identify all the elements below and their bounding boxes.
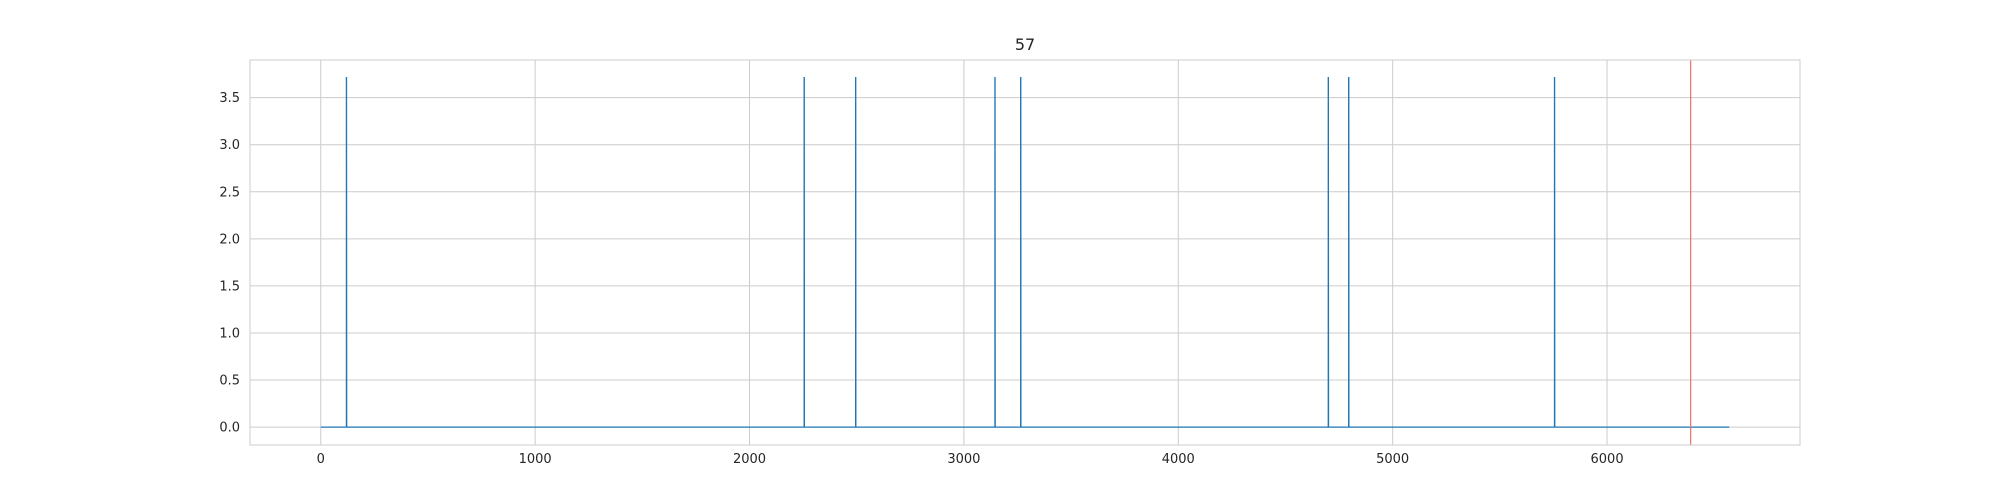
- x-tick-label: 6000: [1591, 452, 1624, 467]
- x-axis-tick-labels: 0 1000 2000 3000 4000 5000 6000: [317, 452, 1624, 467]
- data-layer: [320, 60, 1730, 445]
- x-tick-label: 5000: [1376, 452, 1409, 467]
- y-tick-label: 1.0: [219, 326, 240, 341]
- x-tick-label: 2000: [733, 452, 766, 467]
- x-tick-label: 4000: [1162, 452, 1195, 467]
- x-tick-label: 0: [317, 452, 325, 467]
- y-axis-tick-labels: 0.0 0.5 1.0 1.5 2.0 2.5 3.0 3.5: [219, 91, 240, 435]
- x-tick-label: 3000: [947, 452, 980, 467]
- y-tick-label: 2.5: [219, 185, 240, 200]
- y-tick-label: 3.5: [219, 91, 240, 106]
- x-tick-label: 1000: [519, 452, 552, 467]
- plot-frame: [249, 59, 1801, 446]
- y-tick-label: 3.0: [219, 138, 240, 153]
- y-tick-label: 0.0: [219, 421, 240, 436]
- y-tick-label: 2.0: [219, 232, 240, 247]
- chart-title: 57: [1015, 35, 1035, 54]
- y-tick-label: 0.5: [219, 374, 240, 389]
- y-tick-label: 1.5: [219, 279, 240, 294]
- series-line: [320, 76, 1730, 428]
- grid-lines: [250, 60, 1800, 445]
